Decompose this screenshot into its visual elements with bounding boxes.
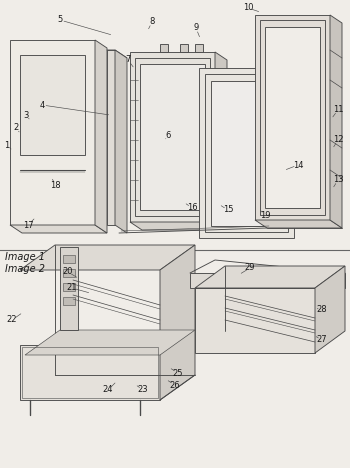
- Text: 15: 15: [223, 205, 233, 214]
- Text: 11: 11: [333, 105, 343, 115]
- Polygon shape: [255, 15, 330, 220]
- Polygon shape: [211, 81, 282, 226]
- Polygon shape: [107, 50, 115, 225]
- Polygon shape: [63, 255, 75, 263]
- Polygon shape: [140, 64, 205, 210]
- Polygon shape: [160, 245, 195, 400]
- Text: 8: 8: [149, 17, 155, 27]
- Text: 28: 28: [317, 306, 327, 314]
- Text: 4: 4: [39, 101, 45, 110]
- Polygon shape: [63, 283, 75, 291]
- Text: Image 1: Image 1: [5, 252, 45, 262]
- Polygon shape: [20, 345, 160, 400]
- Text: 5: 5: [57, 15, 63, 24]
- Text: 20: 20: [63, 268, 73, 277]
- Polygon shape: [130, 222, 227, 230]
- Polygon shape: [115, 50, 127, 233]
- Polygon shape: [265, 27, 320, 208]
- Polygon shape: [25, 330, 195, 355]
- Text: 2: 2: [13, 124, 19, 132]
- Polygon shape: [255, 220, 342, 228]
- Text: 27: 27: [317, 336, 327, 344]
- Text: 19: 19: [260, 211, 270, 219]
- Text: 16: 16: [187, 204, 197, 212]
- Text: 13: 13: [333, 176, 343, 184]
- Text: 17: 17: [23, 220, 33, 229]
- Text: Image 2: Image 2: [5, 264, 45, 274]
- Text: 21: 21: [67, 284, 77, 292]
- Text: 23: 23: [138, 386, 148, 395]
- Text: 24: 24: [103, 386, 113, 395]
- Polygon shape: [195, 288, 315, 353]
- Polygon shape: [199, 68, 294, 238]
- Polygon shape: [315, 266, 345, 353]
- Polygon shape: [60, 247, 78, 330]
- Text: 3: 3: [23, 110, 29, 119]
- Text: 12: 12: [333, 136, 343, 145]
- Polygon shape: [195, 44, 203, 52]
- Polygon shape: [20, 245, 195, 270]
- Polygon shape: [160, 44, 168, 52]
- Text: 22: 22: [7, 315, 17, 324]
- Polygon shape: [10, 40, 95, 225]
- Polygon shape: [195, 266, 345, 288]
- Text: 26: 26: [170, 380, 180, 389]
- Polygon shape: [330, 15, 342, 228]
- Text: 7: 7: [125, 56, 131, 65]
- Polygon shape: [180, 44, 188, 52]
- Polygon shape: [10, 225, 107, 233]
- Polygon shape: [20, 55, 85, 155]
- Text: 29: 29: [245, 263, 255, 272]
- Polygon shape: [215, 52, 227, 230]
- Polygon shape: [190, 273, 345, 288]
- Text: 1: 1: [4, 140, 10, 149]
- Text: 9: 9: [193, 23, 199, 32]
- Text: 14: 14: [293, 161, 303, 169]
- Text: 25: 25: [173, 368, 183, 378]
- Polygon shape: [130, 52, 215, 222]
- Polygon shape: [107, 50, 127, 58]
- Text: 10: 10: [243, 3, 253, 13]
- Polygon shape: [63, 297, 75, 305]
- Text: 6: 6: [165, 131, 171, 139]
- Polygon shape: [63, 269, 75, 277]
- Text: 18: 18: [50, 181, 60, 190]
- Polygon shape: [95, 40, 107, 233]
